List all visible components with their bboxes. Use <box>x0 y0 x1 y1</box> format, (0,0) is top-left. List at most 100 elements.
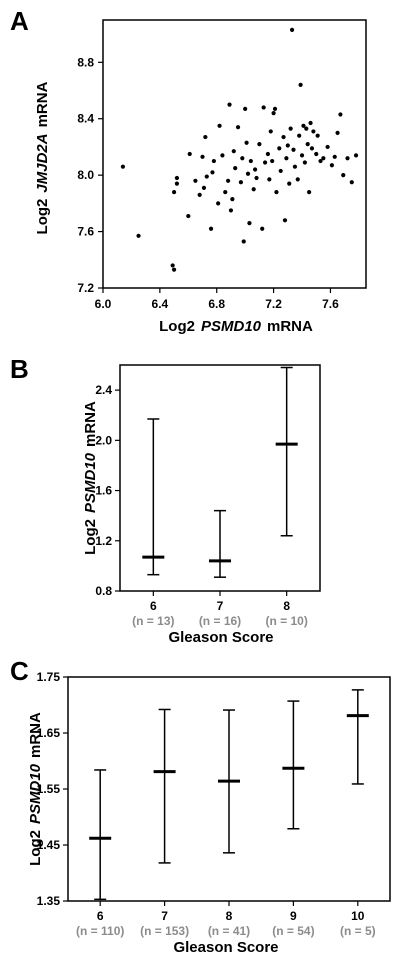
panel-c-range-chart: C 1.351.451.551.651.75 6(n = 110)7(n = 1… <box>10 656 391 956</box>
x-tick-label: 6.8 <box>208 297 225 311</box>
panel-a-plot-frame <box>102 19 367 289</box>
scatter-point <box>230 197 235 202</box>
scatter-point <box>245 171 251 176</box>
category-label: 6 <box>150 599 157 613</box>
panel-a-x-ticks: 6.0 6.4 6.8 7.2 7.6 <box>95 288 339 311</box>
scatter-point <box>186 213 191 219</box>
scatter-point <box>302 160 307 165</box>
scatter-point <box>309 146 315 151</box>
x-tick-label: 7.2 <box>265 297 282 311</box>
scatter-point <box>170 263 175 268</box>
sample-size-label: (n = 41) <box>208 924 250 938</box>
scatter-point <box>341 173 346 178</box>
scatter-point <box>345 156 350 161</box>
x-tick-label: 6.0 <box>95 297 112 311</box>
scatter-point <box>233 166 238 171</box>
scatter-point <box>318 158 323 164</box>
range-bar-group: 8(n = 41) <box>208 709 250 938</box>
range-bar-group: 6(n = 13) <box>132 418 175 628</box>
panel-a-y-axis-title: Log2JMJD2AmRNA <box>34 81 51 234</box>
scatter-point <box>248 158 253 164</box>
scatter-point <box>291 147 296 152</box>
scatter-point <box>226 178 231 183</box>
panel-c-y-axis-title: Log2PSMD10mRNA <box>27 712 44 866</box>
range-bar-group: 9(n = 54) <box>272 700 315 938</box>
category-label: 9 <box>290 909 297 923</box>
scatter-point <box>304 126 309 131</box>
scatter-point <box>171 189 177 195</box>
y-tick-label: 2.4 <box>95 383 112 397</box>
panel-c-x-axis-title: Gleason Score <box>173 939 278 956</box>
scatter-point <box>311 129 316 134</box>
scatter-point <box>325 144 330 150</box>
scatter-point <box>203 134 208 140</box>
y-tick-label: 1.75 <box>37 670 61 684</box>
scatter-point <box>292 164 298 169</box>
scatter-point <box>267 177 272 182</box>
scatter-point <box>240 156 245 161</box>
scatter-point <box>193 178 198 183</box>
scatter-point <box>298 82 303 87</box>
panel-c-y-ticks: 1.35 1.45 1.55 1.65 1.75 <box>37 670 68 908</box>
scatter-point <box>321 156 326 161</box>
scatter-point <box>274 189 279 195</box>
scatter-point <box>227 102 232 107</box>
scatter-point <box>271 110 276 116</box>
scatter-point <box>314 151 319 157</box>
sample-size-label: (n = 16) <box>199 614 241 628</box>
y-tick-label: 1.6 <box>95 484 112 498</box>
range-bar-group: 10(n = 5) <box>340 689 376 938</box>
range-bar-group: 7(n = 16) <box>199 509 241 628</box>
scatter-point <box>329 163 334 168</box>
sample-size-label: (n = 54) <box>272 924 314 938</box>
scatter-point <box>299 153 305 158</box>
scatter-point <box>265 151 271 157</box>
scatter-point <box>120 164 126 169</box>
scatter-point <box>272 106 278 111</box>
scatter-point <box>231 149 236 154</box>
y-tick-label: 2.0 <box>95 433 112 447</box>
scatter-point <box>305 142 310 147</box>
scatter-point <box>228 208 234 213</box>
scatter-point <box>270 158 275 164</box>
scatter-point <box>268 129 273 134</box>
scatter-point <box>332 154 337 159</box>
sample-size-label: (n = 110) <box>76 924 124 938</box>
scatter-point <box>210 170 215 175</box>
scatter-point <box>247 221 252 226</box>
scatter-point <box>308 120 313 126</box>
panel-a-x-axis-title: Log2 PSMD10 mRNA <box>159 318 313 335</box>
y-tick-label: 8.8 <box>77 55 94 69</box>
scatter-point <box>260 226 265 231</box>
y-tick-label: 1.35 <box>37 894 61 908</box>
y-tick-label: 0.8 <box>95 584 112 598</box>
x-tick-label: 6.4 <box>152 297 169 311</box>
y-tick-label: 8.4 <box>77 112 94 126</box>
scatter-point <box>295 177 300 182</box>
scatter-point <box>297 133 302 138</box>
panel-b-categories: 6(n = 13) 7(n = 16) 8(n = 10) <box>132 366 308 628</box>
category-label: 8 <box>283 599 290 613</box>
scatter-point <box>244 140 249 145</box>
scatter-point <box>285 143 290 148</box>
range-bar-group: 8(n = 10) <box>265 366 308 628</box>
scatter-point <box>201 185 207 190</box>
scatter-point <box>136 233 141 238</box>
scatter-point <box>307 189 312 195</box>
panel-a-points <box>120 27 359 272</box>
y-tick-label: 1.45 <box>37 838 61 852</box>
panel-a-scatter: A 6.0 6.4 6.8 7.2 7.6 7.2 7.6 8.0 8.4 8.8 Log2 PS… <box>10 6 367 335</box>
scatter-point <box>257 142 262 147</box>
y-tick-label: 7.6 <box>77 225 94 239</box>
scatter-point <box>174 175 180 181</box>
scatter-point <box>223 189 228 195</box>
panel-b-letter: B <box>10 354 29 384</box>
y-tick-label: 1.2 <box>95 534 112 548</box>
y-tick-label: 1.55 <box>37 782 61 796</box>
scatter-point <box>284 156 289 161</box>
scatter-point <box>208 226 214 231</box>
scatter-point <box>204 174 209 179</box>
scatter-point <box>287 181 292 186</box>
sample-size-label: (n = 10) <box>265 614 307 628</box>
